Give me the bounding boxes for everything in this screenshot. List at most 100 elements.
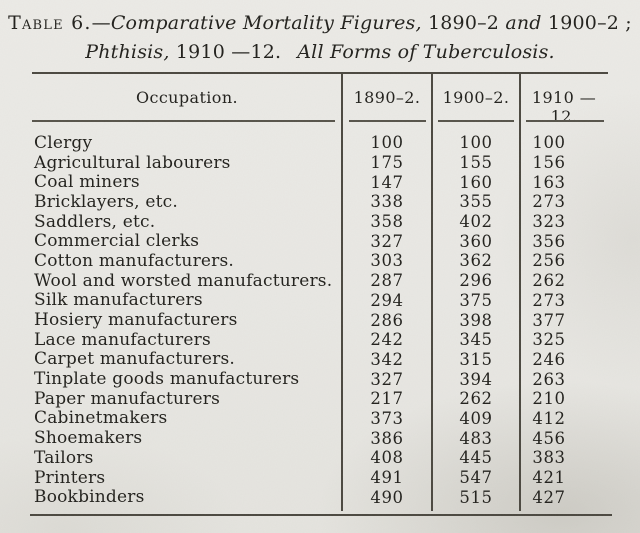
- occupation-label: Saddlers, etc.: [34, 211, 156, 232]
- value-cell-1910-12: 427: [532, 487, 566, 507]
- occupation-cell: Cotton manufacturers.: [32, 251, 342, 271]
- title-part: 1910 —12.: [169, 41, 282, 63]
- title-part: Table 6.: [8, 12, 92, 34]
- occupation-label: Clergy: [34, 132, 93, 153]
- value-cell-1900-2: 296: [459, 271, 493, 291]
- value-cell-1910-12: 356: [532, 231, 566, 251]
- value-cell-1910-12: 325: [532, 330, 566, 350]
- value-cell-1910-12: 163: [532, 172, 566, 192]
- value-cell-1900-2: 398: [459, 310, 493, 330]
- leader-dots: [203, 299, 342, 302]
- value-cell-1890-2: 175: [370, 153, 404, 173]
- table-row: Cabinetmakers 373 409 412: [32, 408, 608, 428]
- value-cell-1900-2: 394: [459, 369, 493, 389]
- leader-dots: [140, 181, 342, 184]
- table-row: Tinplate goods manufacturers 327 394 263: [32, 369, 608, 389]
- title-part: Phthisis,: [85, 41, 170, 63]
- occupation-cell: Paper manufacturers: [32, 389, 342, 409]
- occupation-cell: Lace manufacturers: [32, 330, 342, 350]
- leader-dots: [199, 240, 342, 243]
- leader-dots: [145, 496, 342, 499]
- value-cell-1890-2: 338: [370, 192, 404, 212]
- occupation-cell: Printers: [32, 468, 342, 488]
- value-cell-1900-2: 515: [459, 487, 493, 507]
- leader-dots: [220, 397, 342, 400]
- value-cell-1900-2: 362: [459, 251, 493, 271]
- leader-dots: [92, 142, 342, 145]
- value-cell-1900-2: 315: [459, 349, 493, 369]
- occupation-label: Agricultural labourers: [34, 152, 231, 173]
- title-line-2: Phthisis, 1910 —12. All Forms of Tubercul…: [0, 38, 640, 67]
- table-row: Bricklayers, etc. 338 355 273: [32, 192, 608, 212]
- title-part: All Forms of Tuberculosis.: [297, 41, 555, 63]
- title-part: 1900–2 ;: [541, 12, 632, 34]
- value-cell-1890-2: 386: [370, 428, 404, 448]
- value-cell-1910-12: 210: [532, 389, 566, 409]
- occupation-cell: Bricklayers, etc.: [32, 192, 342, 212]
- value-cell-1890-2: 287: [370, 271, 404, 291]
- value-cell-1890-2: 491: [370, 468, 404, 488]
- table-row: Paper manufacturers 217 262 210: [32, 389, 608, 409]
- table-row: Bookbinders 490 515 427: [32, 487, 608, 507]
- table-row: Shoemakers 386 483 456: [32, 428, 608, 448]
- table-row: Commercial clerks 327 360 356: [32, 231, 608, 251]
- table-row: Lace manufacturers 242 345 325: [32, 330, 608, 350]
- title-part: 1890–2: [421, 12, 506, 34]
- value-cell-1910-12: 156: [532, 153, 566, 173]
- value-cell-1890-2: 408: [370, 448, 404, 468]
- value-cell-1900-2: 355: [459, 192, 493, 212]
- occupation-label: Wool and worsted manufacturers.: [34, 270, 333, 291]
- leader-dots: [94, 457, 342, 460]
- value-cell-1890-2: 303: [370, 251, 404, 271]
- occupation-cell: Commercial clerks: [32, 231, 342, 251]
- leader-dots: [211, 338, 342, 341]
- leader-dots: [238, 319, 342, 322]
- occupation-label: Cotton manufacturers.: [34, 250, 235, 271]
- value-cell-1910-12: 256: [532, 251, 566, 271]
- value-cell-1890-2: 373: [370, 408, 404, 428]
- table-row: Carpet manufacturers. 342 315 246: [32, 349, 608, 369]
- value-cell-1900-2: 262: [459, 389, 493, 409]
- table-row: Wool and worsted manufacturers. 287 296 262: [32, 271, 608, 291]
- occupation-cell: Tailors: [32, 448, 342, 468]
- value-cell-1890-2: 327: [370, 369, 404, 389]
- value-cell-1900-2: 547: [459, 468, 493, 488]
- occupation-cell: Cabinetmakers: [32, 408, 342, 428]
- value-cell-1910-12: 263: [532, 369, 566, 389]
- occupation-label: Tinplate goods manufacturers: [34, 369, 300, 390]
- occupation-label: Silk manufacturers: [34, 290, 203, 311]
- value-cell-1910-12: 412: [532, 408, 566, 428]
- value-cell-1890-2: 242: [370, 330, 404, 350]
- table-bottom-rule: [30, 514, 612, 516]
- value-cell-1890-2: 294: [370, 290, 404, 310]
- leader-dots: [299, 378, 342, 381]
- leader-dots: [105, 476, 342, 479]
- occupation-label: Bricklayers, etc.: [34, 191, 178, 212]
- table-row: Agricultural labourers 175 155 156: [32, 153, 608, 173]
- table-row: Coal miners 147 160 163: [32, 172, 608, 192]
- table-row: Saddlers, etc. 358 402 323: [32, 212, 608, 232]
- occupation-cell: Carpet manufacturers.: [32, 349, 342, 369]
- occupation-label: Carpet manufacturers.: [34, 349, 235, 370]
- value-cell-1890-2: 490: [370, 487, 404, 507]
- value-cell-1890-2: 147: [370, 172, 404, 192]
- value-cell-1900-2: 160: [459, 172, 493, 192]
- table-row: Silk manufacturers 294 375 273: [32, 290, 608, 311]
- table-title: Table 6.—Comparative Mortality Figures, …: [0, 9, 640, 67]
- occupation-label: Printers: [34, 467, 106, 488]
- value-cell-1900-2: 483: [459, 428, 493, 448]
- value-cell-1910-12: 273: [532, 290, 566, 310]
- header-underline-1890-2: [349, 120, 426, 122]
- value-cell-1890-2: 358: [370, 212, 404, 232]
- value-cell-1910-12: 100: [532, 133, 566, 153]
- column-header-1900-2: 1900–2.: [442, 88, 510, 107]
- occupation-cell: Tinplate goods manufacturers: [32, 369, 342, 389]
- occupation-label: Paper manufacturers: [34, 388, 221, 409]
- header-underline-occupation: [32, 120, 335, 122]
- occupation-cell: Hosiery manufacturers: [32, 310, 342, 330]
- value-cell-1910-12: 421: [532, 468, 566, 488]
- value-cell-1910-12: 323: [532, 212, 566, 232]
- column-header-occupation: Occupation.: [135, 88, 239, 107]
- value-cell-1890-2: 217: [370, 389, 404, 409]
